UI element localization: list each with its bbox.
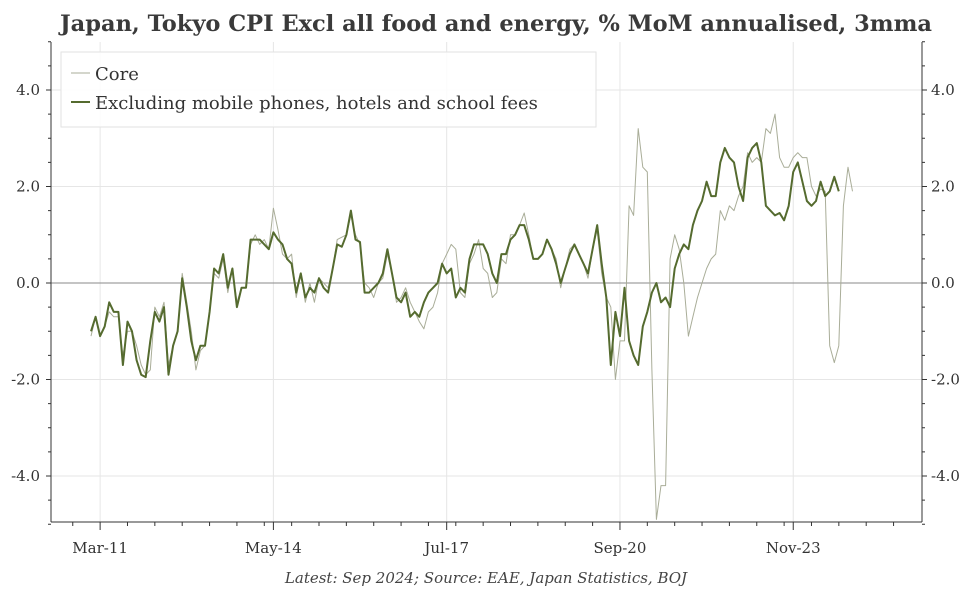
excluding-series-line [90, 142, 840, 379]
series-lines [90, 113, 853, 520]
y-tick-label-right: 0.0 [931, 274, 955, 292]
legend: Core Excluding mobile phones, hotels and… [60, 51, 597, 128]
chart-title: Japan, Tokyo CPI Excl all food and energ… [58, 11, 932, 37]
y-tick-label-left: 4.0 [16, 81, 40, 99]
y-tick-label-left: 2.0 [16, 178, 40, 196]
legend-box [60, 51, 597, 128]
x-axis-ticks: Mar-11 May-14 Jul-17 Sep-20 Nov-23 [72, 522, 895, 557]
y-tick-label-right: -4.0 [931, 467, 960, 485]
x-tick-label: Nov-23 [766, 539, 821, 557]
y-tick-label-left: -4.0 [11, 467, 40, 485]
axes [50, 42, 923, 523]
legend-label-core: Core [95, 64, 139, 85]
y-axis-ticks: -4.0 -4.0 -2.0 -2.0 0.0 0.0 2.0 2.0 4.0 4.0 [11, 41, 960, 525]
source-note: Latest: Sep 2024; Source: EAE, Japan Sta… [284, 569, 688, 587]
y-tick-label-left: -2.0 [11, 371, 40, 389]
x-tick-label: Mar-11 [72, 539, 128, 557]
x-tick-label: May-14 [245, 539, 302, 557]
y-tick-label-right: -2.0 [931, 371, 960, 389]
core-series-line [90, 113, 853, 520]
x-tick-label: Jul-17 [422, 539, 469, 557]
y-tick-label-right: 4.0 [931, 81, 955, 99]
x-tick-label: Sep-20 [593, 539, 646, 557]
y-tick-label-right: 2.0 [931, 178, 955, 196]
y-tick-label-left: 0.0 [16, 274, 40, 292]
legend-label-excluding: Excluding mobile phones, hotels and scho… [95, 93, 538, 114]
